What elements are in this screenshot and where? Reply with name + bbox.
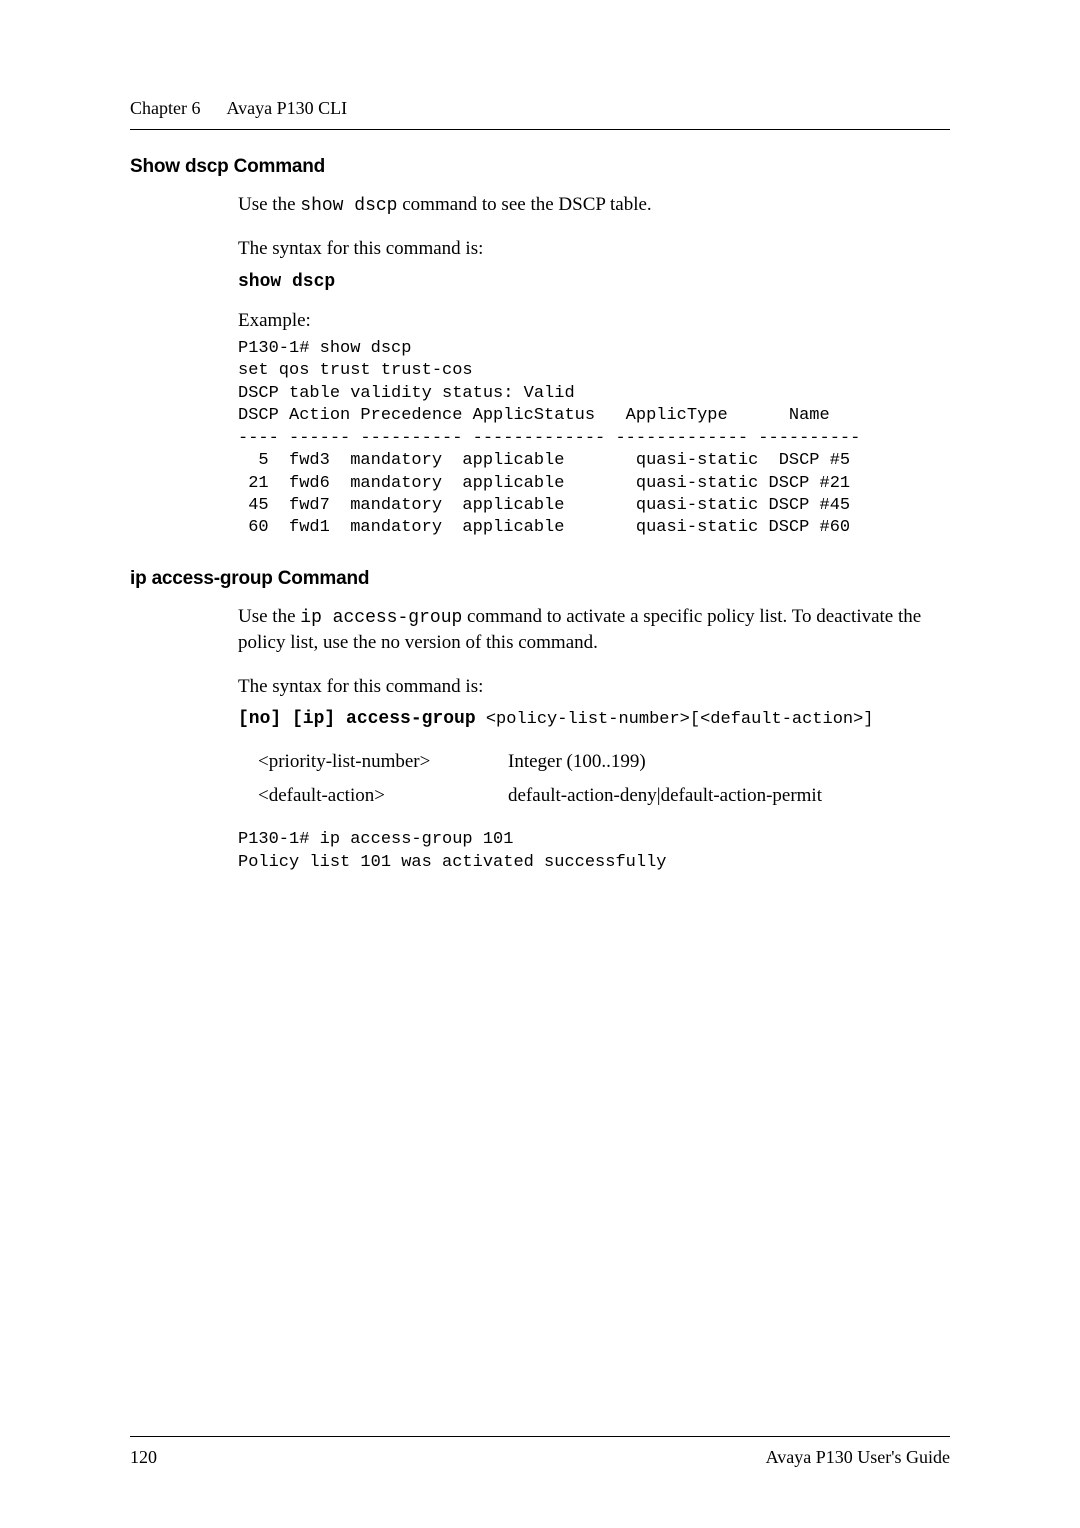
- header-rule: [130, 129, 950, 130]
- param-desc: Integer (100..199): [508, 751, 646, 773]
- example-output: P130-1# ip access-group 101 Policy list …: [238, 829, 950, 874]
- guide-name: Avaya P130 User's Guide: [766, 1447, 950, 1468]
- param-desc: default-action-deny|default-action-permi…: [508, 785, 822, 807]
- intro-pre: Use the: [238, 194, 300, 215]
- example-label: Example:: [238, 310, 950, 332]
- param-row: <priority-list-number> Integer (100..199…: [258, 751, 950, 773]
- syntax-bold: [no] [ip] access-group: [238, 709, 476, 729]
- syntax-line: [no] [ip] access-group <policy-list-numb…: [238, 709, 950, 729]
- syntax-cmd-text: show dscp: [238, 272, 335, 292]
- intro-text: Use the show dscp command to see the DSC…: [238, 192, 950, 218]
- syntax-label: The syntax for this command is:: [238, 236, 950, 262]
- section-title: Show dscp Command: [130, 156, 950, 178]
- page-footer: 120 Avaya P130 User's Guide: [130, 1436, 950, 1468]
- param-name: <default-action>: [258, 785, 508, 807]
- example-output: P130-1# show dscp set qos trust trust-co…: [238, 338, 950, 540]
- intro-cmd: ip access-group: [300, 608, 462, 628]
- section-ip-access-group: ip access-group Command Use the ip acces…: [130, 568, 950, 874]
- intro-post: command to see the DSCP table.: [397, 194, 651, 215]
- syntax-rest: <policy-list-number>[<default-action>]: [476, 710, 874, 729]
- syntax-command: show dscp: [238, 272, 950, 292]
- intro-text: Use the ip access-group command to activ…: [238, 604, 950, 656]
- page-number: 120: [130, 1447, 157, 1468]
- params-table: <priority-list-number> Integer (100..199…: [258, 751, 950, 807]
- section-title: ip access-group Command: [130, 568, 950, 590]
- intro-pre: Use the: [238, 606, 300, 627]
- syntax-label: The syntax for this command is:: [238, 674, 950, 700]
- chapter-header: Chapter 6 Avaya P130 CLI: [130, 98, 950, 119]
- section-show-dscp: Show dscp Command Use the show dscp comm…: [130, 156, 950, 540]
- chapter-number: Chapter 6: [130, 98, 200, 118]
- param-row: <default-action> default-action-deny|def…: [258, 785, 950, 807]
- intro-cmd: show dscp: [300, 196, 397, 216]
- param-name: <priority-list-number>: [258, 751, 508, 773]
- chapter-title: Avaya P130 CLI: [227, 98, 348, 118]
